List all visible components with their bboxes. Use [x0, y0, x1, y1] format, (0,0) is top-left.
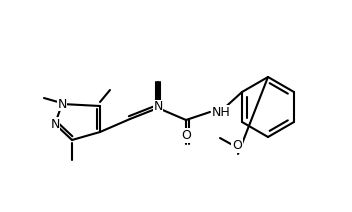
- Text: O: O: [181, 129, 191, 142]
- Text: O: O: [232, 139, 242, 152]
- Text: N: N: [153, 100, 163, 113]
- Text: N: N: [50, 117, 60, 131]
- Text: NH: NH: [212, 106, 231, 119]
- Text: N: N: [57, 98, 67, 110]
